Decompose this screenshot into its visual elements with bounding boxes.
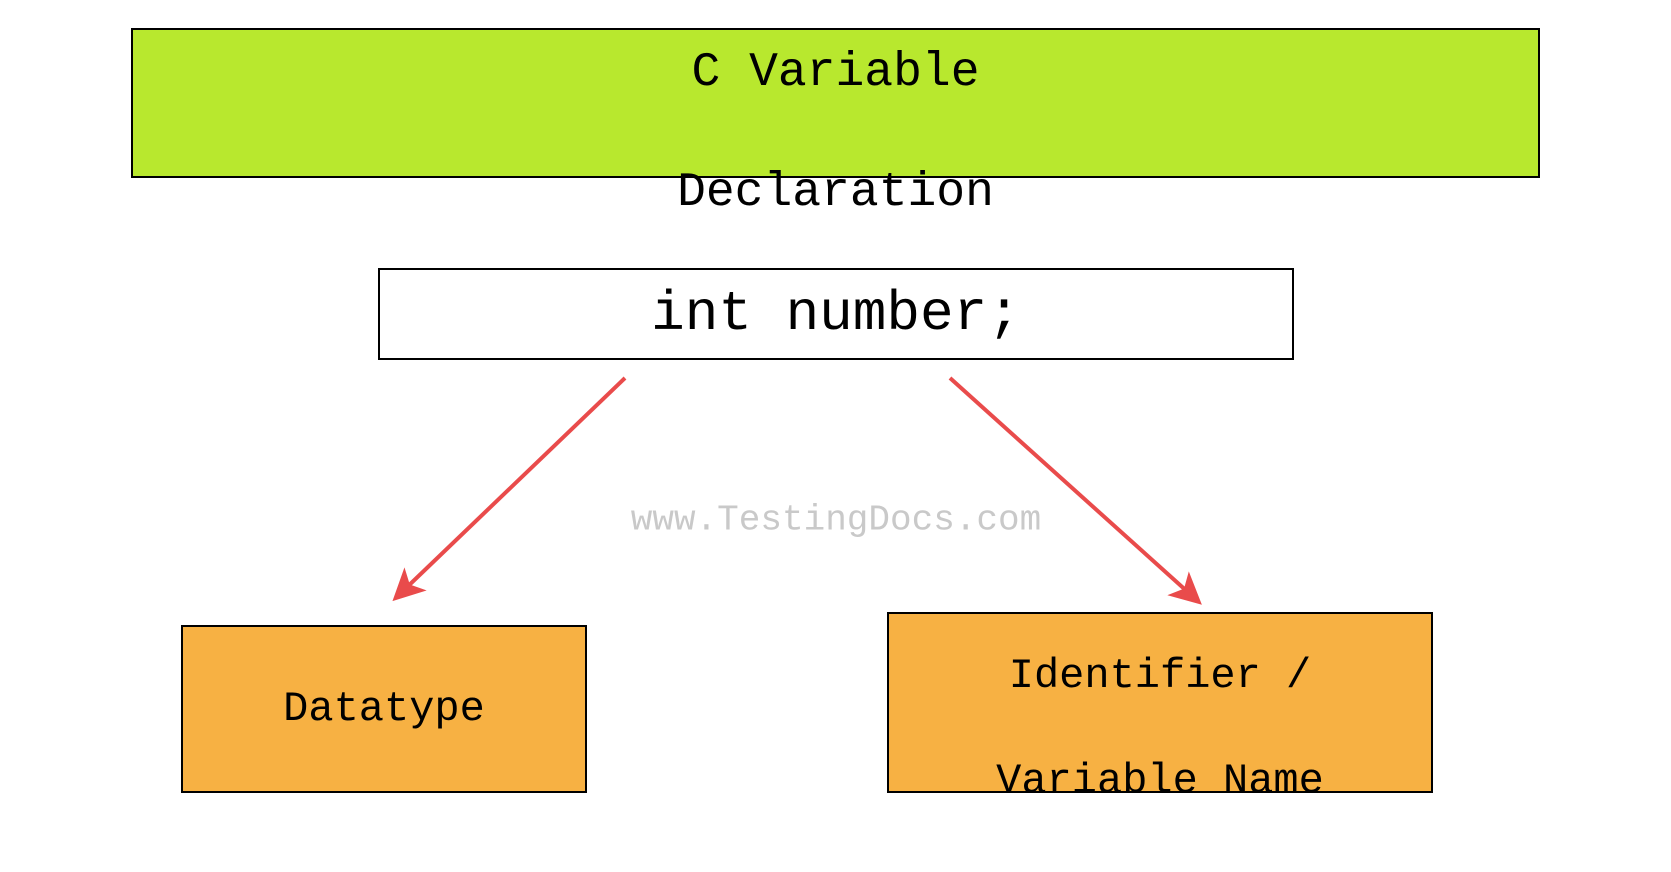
datatype-label: Datatype xyxy=(283,683,485,736)
arrow-to-identifier xyxy=(950,378,1190,594)
code-box: int number; xyxy=(378,268,1294,360)
identifier-line1: Identifier / xyxy=(1009,652,1311,700)
title-box: C Variable Declaration xyxy=(131,28,1540,178)
identifier-text: Identifier / Variable Name xyxy=(996,598,1324,808)
title-text: C Variable Declaration xyxy=(677,0,994,223)
code-text: int number; xyxy=(651,279,1021,349)
title-line1: C Variable xyxy=(691,46,979,100)
datatype-box: Datatype xyxy=(181,625,587,793)
watermark-text: www.TestingDocs.com xyxy=(631,500,1041,541)
arrow-to-datatype xyxy=(404,378,625,590)
identifier-line2: Variable Name xyxy=(996,757,1324,805)
title-line2: Declaration xyxy=(677,166,994,220)
identifier-box: Identifier / Variable Name xyxy=(887,612,1433,793)
